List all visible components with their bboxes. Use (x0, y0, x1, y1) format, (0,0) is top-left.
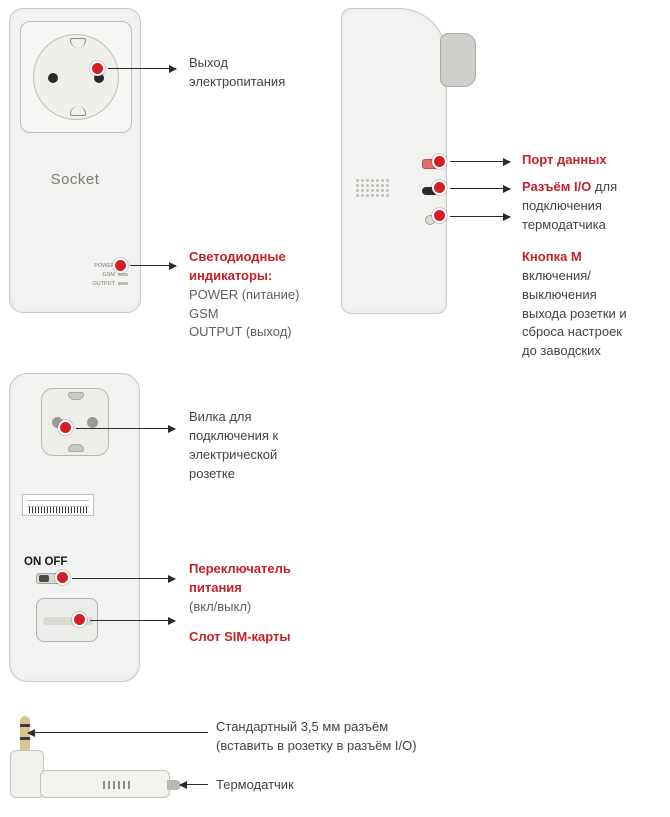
callout-line-text: подключения (522, 197, 670, 216)
callout-line-text: POWER (питание) (189, 286, 339, 305)
callout-line-text: Порт данных (522, 151, 670, 170)
callout-line-text: (вставить в розетку в разъём I/O) (216, 737, 516, 756)
callout-line-text: Выход (189, 54, 329, 73)
callout-line-text: электропитания (189, 73, 329, 92)
callout-line-text: Вилка для (189, 408, 339, 427)
callout-line-text: GSM (189, 305, 339, 324)
callout-line-text: подключения к (189, 427, 339, 446)
brand-label: Socket (10, 171, 140, 188)
callout-line-text: выключения (522, 286, 670, 305)
callout-marker-led-indicators (113, 258, 128, 273)
callout-line-io-connector (450, 188, 510, 189)
callout-line-text: Термодатчик (216, 776, 416, 795)
callout-line-jack (28, 732, 208, 733)
callout-line-power-output (108, 68, 176, 69)
callout-line-m-button (450, 216, 510, 217)
callout-marker-sim-slot (72, 612, 87, 627)
callout-line-text: розетке (189, 465, 339, 484)
callout-line-mains-plug (76, 428, 175, 429)
sim-slot-icon (36, 598, 98, 642)
ground-contact (70, 38, 86, 48)
jack-elbow (10, 750, 44, 798)
callout-line-sim-slot (90, 620, 175, 621)
callout-line-text: выхода розетки и (522, 305, 670, 324)
callout-line-text: Разъём I/O для (522, 178, 670, 197)
callout-line-data-port (450, 161, 510, 162)
socket-plate (20, 21, 132, 133)
callout-line-text: электрической (189, 446, 339, 465)
callout-marker-mains-plug (58, 420, 73, 435)
callout-line-text: (вкл/выкл) (189, 598, 349, 617)
device-back-view: ON OFF (9, 373, 140, 682)
callout-line-text: до заводских (522, 342, 670, 361)
sensor-slits-icon (103, 781, 131, 789)
callout-text-sim-slot: Слот SIM-карты (189, 628, 359, 647)
mains-plug (41, 388, 109, 456)
callout-text-jack: Стандартный 3,5 мм разъём(вставить в роз… (216, 718, 516, 756)
plug-prong (440, 33, 476, 87)
callout-text-io-connector: Разъём I/O дляподключениятермодатчика (522, 178, 670, 235)
callout-marker-power-output (90, 61, 105, 76)
callout-line-led-indicators (130, 265, 176, 266)
callout-marker-data-port (432, 154, 447, 169)
callout-text-power-switch: Переключательпитания(вкл/выкл) (189, 560, 349, 617)
callout-marker-m-button (432, 208, 447, 223)
callout-line-text: OUTPUT (выход) (189, 323, 339, 342)
sensor-body (40, 770, 170, 798)
callout-marker-power-switch (55, 570, 70, 585)
callout-text-thermo-sensor: Термодатчик (216, 776, 416, 795)
callout-line-text: Переключатель (189, 560, 349, 579)
socket-hole (48, 73, 58, 83)
callout-line-text: питания (189, 579, 349, 598)
callout-line-text: сброса настроек (522, 323, 670, 342)
callout-text-led-indicators: Светодиодныеиндикаторы:POWER (питание)GS… (189, 248, 339, 342)
switch-label: ON OFF (24, 556, 67, 568)
callout-line-text: термодатчика (522, 216, 670, 235)
ground-clip (68, 444, 84, 452)
callout-text-m-button: Кнопка Mвключения/выключениявыхода розет… (522, 248, 670, 361)
callout-line-text: Стандартный 3,5 мм разъём (216, 718, 516, 737)
callout-line-text: индикаторы: (189, 267, 339, 286)
callout-marker-io-connector (432, 180, 447, 195)
callout-line-power-switch (72, 578, 175, 579)
callout-line-text: Светодиодные (189, 248, 339, 267)
callout-line-text: включения/ (522, 267, 670, 286)
callout-text-power-output: Выходэлектропитания (189, 54, 329, 92)
led-label: OUTPUT (92, 280, 128, 289)
ground-clip (68, 392, 84, 400)
ground-contact (70, 106, 86, 116)
callout-line-text: Слот SIM-карты (189, 628, 359, 647)
socket-round (33, 34, 119, 120)
callout-line-text: Кнопка M (522, 248, 670, 267)
rating-label (22, 494, 94, 516)
callout-line-thermo-sensor (180, 784, 208, 785)
barcode-icon (29, 507, 87, 513)
callout-text-data-port: Порт данных (522, 151, 670, 170)
speaker-vent-icon (356, 179, 388, 197)
plug-pin (87, 417, 98, 428)
callout-text-mains-plug: Вилка дляподключения кэлектрическойрозет… (189, 408, 339, 483)
